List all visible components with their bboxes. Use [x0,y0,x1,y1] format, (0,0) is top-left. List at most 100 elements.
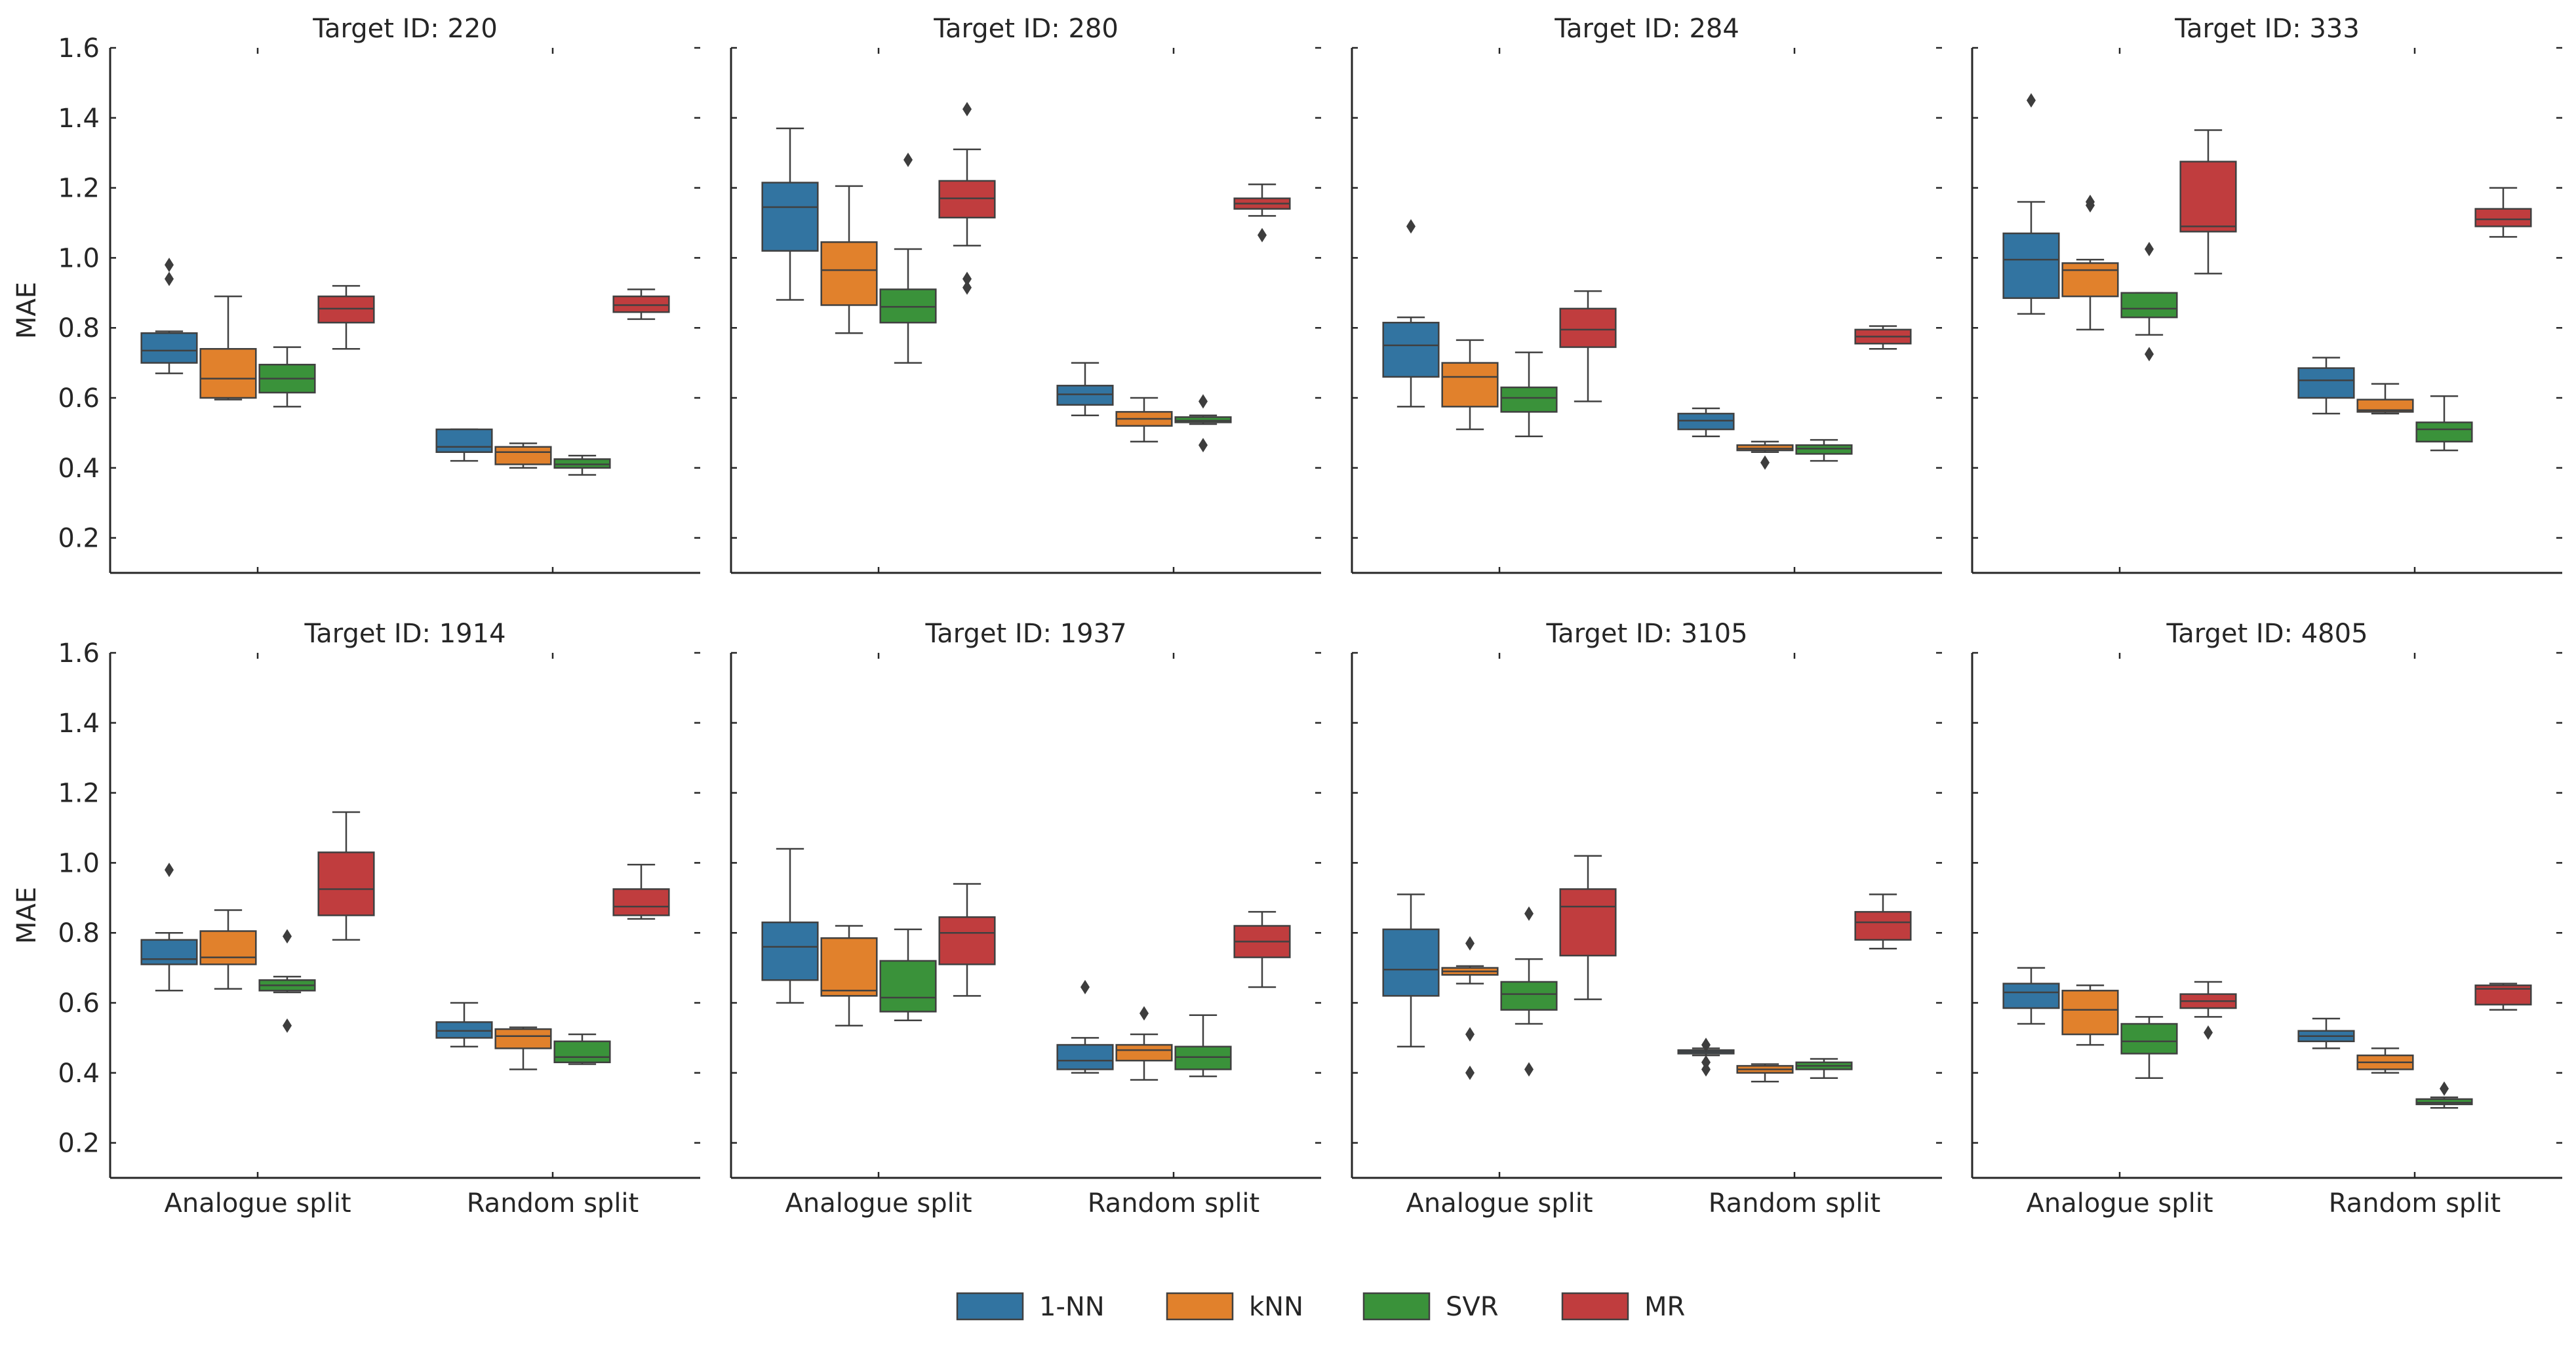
panel-target-id-4805-1-nn-analogue-split-box [2002,967,2060,1025]
panel-target-id-1937-knn-analogue-split-box [820,925,878,1026]
panel-target-id-280-mr-analogue-split-flier-2 [962,102,972,117]
panel-target-id-284-svr-random-split-box [1795,439,1853,462]
ytick-label: 0.2 [58,524,100,554]
panel-target-id-280: Target ID: 280 [730,14,1321,574]
panel-target-id-3105-svr-analogue-split-flier-0 [1524,1062,1534,1077]
panel-target-id-284-knn-analogue-split-box [1441,339,1499,431]
panel-target-id-1937-mr-analogue-split-box [938,883,996,997]
panel-target-id-280-svr-random-split-flier-1 [1199,394,1208,409]
panel-target-id-280-1-nn-random-split-box [1056,362,1114,416]
panel-target-id-280-mr-analogue-split-flier-0 [962,280,972,295]
panel-target-id-3105-1-nn-analogue-split-box [1382,893,1440,1047]
panel-target-id-284-1-nn-analogue-split-box [1382,219,1440,408]
panel-target-id-333-1-nn-random-split-box [2297,357,2355,415]
panel-target-id-220-1-nn-analogue-split-flier-1 [165,258,174,273]
ytick-label: 1.6 [58,638,100,669]
panel-target-id-333-svr-random-split-box [2415,395,2473,452]
ytick-label: 1.6 [58,33,100,64]
panel-target-id-220-mr-analogue-split-iqr [317,295,375,324]
panel-target-id-284-mr-random-split-box [1854,325,1912,350]
panel-target-id-1937-1-nn-random-split-box [1056,979,1114,1074]
panel-target-id-1914-svr-random-split-iqr [553,1040,611,1064]
panel-target-id-3105-1-nn-random-split-flier-2 [1701,1038,1711,1053]
panel-target-id-4805-mr-random-split-box [2474,983,2532,1011]
panel-target-id-333-1-nn-random-split-iqr [2297,367,2355,399]
xtick-label-random-split: Random split [467,1188,639,1218]
panel-target-id-3105-1-nn-random-split-box [1677,1038,1735,1077]
panel-target-id-3105-svr-random-split-box [1795,1058,1853,1080]
panel-target-id-4805-svr-analogue-split-iqr [2120,1023,2178,1055]
y-axis-label: MAE [12,887,42,944]
panel-target-id-333-svr-analogue-split-box [2120,242,2178,362]
panel-target-id-1937-1-nn-analogue-split-box [761,848,819,1004]
panel-target-id-1914-mr-random-split-box [612,863,670,920]
panel-target-id-280-knn-analogue-split-iqr [820,241,878,306]
ytick-label: 0.2 [58,1129,100,1159]
panel-target-id-220-1-nn-random-split-iqr [435,428,493,454]
panel-target-id-1914-svr-random-split-box [553,1033,611,1065]
legend-item-knn: kNN [1166,1292,1303,1322]
panel-target-id-333-title: Target ID: 333 [2174,14,2360,44]
panel-target-id-220-knn-analogue-split-box [199,295,257,400]
panel-target-id-220-1-nn-analogue-split-flier-0 [165,271,174,286]
panel-target-id-1914-knn-random-split-box [494,1026,552,1070]
panel-target-id-4805-title: Target ID: 4805 [2166,619,2368,649]
panel-target-id-1914-mr-analogue-split-iqr [317,851,375,916]
ytick-label: 0.4 [58,454,100,484]
panel-target-id-1937-knn-random-split-flier-0 [1139,1006,1149,1021]
panel-target-id-1937-mr-analogue-split-iqr [938,916,996,965]
panel-target-id-3105-svr-analogue-split-box [1500,906,1558,1077]
panel-target-id-1914-1-nn-random-split-box [435,1002,493,1047]
panel-target-id-284-svr-analogue-split-iqr [1500,386,1558,413]
panel-target-id-4805-1-nn-random-split-box [2297,1017,2355,1049]
panel-target-id-1937-1-nn-random-split-flier-0 [1080,979,1090,994]
xtick-label-random-split: Random split [2329,1188,2501,1218]
panel-target-id-333-svr-analogue-split-flier-0 [2145,347,2154,362]
legend-label-svr: SVR [1446,1292,1499,1322]
panel-target-id-280-1-nn-analogue-split-box [761,127,819,301]
panel-target-id-4805-1-nn-analogue-split-iqr [2002,983,2060,1009]
legend-swatch-knn [1166,1292,1234,1321]
panel-target-id-1937-svr-analogue-split-iqr [879,960,937,1013]
legend: 1-NN kNN SVR MR [956,1292,1685,1322]
panel-target-id-4805-knn-random-split-box [2356,1047,2414,1074]
panel-target-id-220-mr-random-split-iqr [612,295,670,313]
ytick-label: 0.6 [58,988,100,1019]
panel-target-id-280-mr-analogue-split-flier-1 [962,271,972,286]
y-axis-label: MAE [12,282,42,339]
panel-target-id-333-1-nn-analogue-split-box [2002,93,2060,315]
panel-target-id-1914-1-nn-analogue-split-flier-0 [165,863,174,878]
panel-target-id-284-knn-random-split-box [1736,440,1794,470]
panel-target-id-220-1-nn-analogue-split-box [140,258,198,374]
panel-target-id-280-mr-analogue-split-iqr [938,180,996,219]
legend-item-1-nn: 1-NN [956,1292,1105,1322]
panel-target-id-280-1-nn-analogue-split-iqr [761,182,819,252]
panel-target-id-333-knn-random-split-box [2356,383,2414,415]
legend-label-1-nn: 1-NN [1039,1292,1105,1322]
panel-target-id-280-svr-random-split-flier-0 [1199,438,1208,453]
panel-target-id-3105-1-nn-random-split-flier-1 [1701,1055,1711,1070]
panel-target-id-220-svr-random-split-box [553,454,611,476]
panel-target-id-3105-mr-analogue-split-iqr [1559,888,1617,957]
panel-target-id-1914-mr-analogue-split-box [317,811,375,941]
ytick-label: 1.4 [58,709,100,739]
panel-target-id-4805-svr-analogue-split-box [2120,1016,2178,1080]
panel-target-id-1937-svr-analogue-split-box [879,928,937,1021]
panel-target-id-333-knn-analogue-split-iqr [2061,262,2119,298]
panel-target-id-220: Target ID: 220 0.2 0.4 0.6 0.8 1.0 1.2 1.4 1.6 MA… [12,14,700,574]
panel-target-id-220-knn-random-split-box [494,442,552,469]
panel-target-id-284-svr-random-split-iqr [1795,444,1853,455]
panel-target-id-333-1-nn-analogue-split-flier-0 [2027,93,2036,108]
panel-target-id-1914-svr-analogue-split-flier-1 [283,929,292,944]
panel-target-id-333-1-nn-analogue-split-iqr [2002,232,2060,300]
panel-target-id-333-svr-analogue-split-iqr [2120,292,2178,319]
panel-target-id-333-knn-analogue-split-box [2061,194,2119,331]
panel-target-id-3105-knn-analogue-split-flier-1 [1465,1027,1475,1042]
panel-target-id-220-mr-analogue-split-box [317,284,375,350]
panel-target-id-3105-1-nn-analogue-split-iqr [1382,928,1440,997]
legend-swatch-svr [1362,1292,1431,1321]
ytick-label: 0.8 [58,313,100,343]
panel-target-id-280-knn-random-split-box [1115,397,1173,442]
xtick-label-analogue-split: Analogue split [2026,1188,2213,1218]
panel-target-id-284-knn-random-split-iqr [1736,444,1794,452]
